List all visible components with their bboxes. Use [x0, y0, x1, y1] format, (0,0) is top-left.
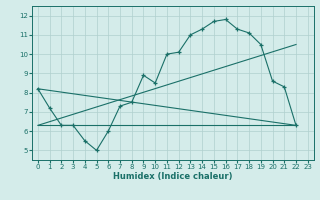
X-axis label: Humidex (Indice chaleur): Humidex (Indice chaleur) — [113, 172, 233, 181]
